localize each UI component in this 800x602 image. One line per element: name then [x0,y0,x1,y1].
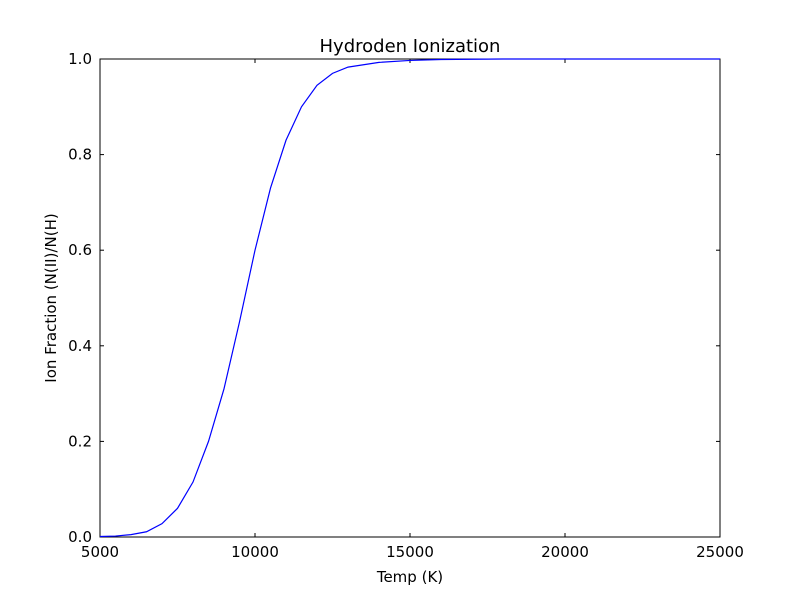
x-tick-label: 15000 [386,543,434,561]
y-tick-label: 0.2 [68,432,92,450]
axis-tick-labels: 5000 10000 15000 20000 25000 0.0 0.2 0.4 0.6 0.8 1… [68,50,744,561]
x-tick-label: 5000 [81,543,119,561]
series-line [99,58,720,538]
x-axis-label: Temp (K) [376,568,443,586]
y-tick-label: 1.0 [68,50,92,68]
y-tick-label: 0.0 [68,528,92,546]
y-tick-label: 0.8 [68,146,92,164]
chart-title: Hydroden Ionization [320,36,501,57]
axis-ticks [99,58,721,538]
x-tick-label: 25000 [696,543,744,561]
x-tick-label: 10000 [231,543,279,561]
y-tick-label: 0.4 [68,337,92,355]
plot-area-frame [99,58,721,538]
y-tick-label: 0.6 [68,241,92,259]
x-tick-label: 20000 [541,543,589,561]
y-axis-label: Ion Fraction (N(II)/N(H) [42,213,60,382]
